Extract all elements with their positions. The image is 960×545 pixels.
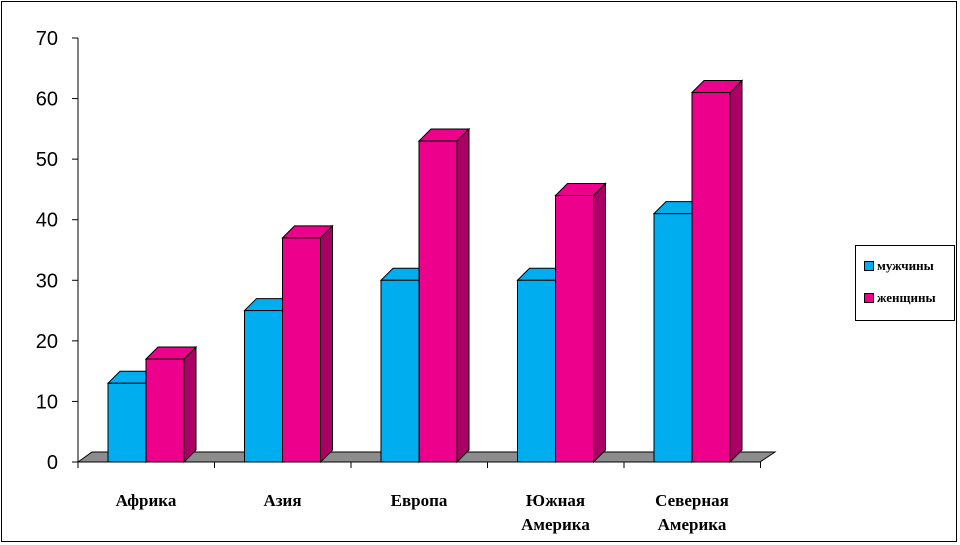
y-tick-label: 0	[47, 452, 58, 474]
bar-men	[107, 382, 147, 463]
x-category-label: Южная	[526, 491, 585, 510]
y-tick-label: 20	[36, 331, 58, 353]
y-tick-label: 50	[36, 149, 58, 171]
legend-label-men: мужчины	[877, 258, 934, 273]
x-category-label: Европа	[391, 491, 448, 510]
legend-swatch-women	[864, 293, 874, 303]
bar-side-women	[456, 127, 470, 464]
x-category-label: Америка	[521, 515, 590, 534]
bar-women	[555, 194, 594, 463]
legend: мужчины женщины	[855, 245, 955, 321]
y-tick-label: 30	[36, 270, 58, 292]
x-category-label: Америка	[658, 515, 727, 534]
y-tick-label: 60	[36, 89, 58, 111]
y-tick-label: 70	[36, 28, 58, 50]
bar-side-women	[183, 345, 197, 464]
legend-swatch-men	[864, 261, 874, 271]
bar-men	[380, 279, 420, 463]
bar-women	[418, 140, 458, 463]
y-tick-label: 40	[36, 210, 58, 232]
bar-side-women	[320, 224, 333, 464]
x-category-label: Северная	[655, 491, 729, 510]
bar-side-women	[593, 182, 606, 464]
y-tick-label: 10	[36, 391, 58, 413]
legend-label-women: женщины	[877, 290, 936, 305]
bar-side-women	[729, 79, 743, 464]
legend-item-women: женщины	[864, 290, 936, 306]
bar-women	[282, 237, 321, 463]
bar-men	[517, 279, 556, 463]
legend-item-men: мужчины	[864, 258, 934, 274]
bar-women	[691, 92, 731, 463]
x-category-label: Азия	[263, 491, 301, 510]
bar-men	[244, 310, 283, 463]
x-category-label: Африка	[116, 491, 177, 510]
bar-men	[653, 213, 693, 463]
bar-women	[145, 358, 185, 463]
